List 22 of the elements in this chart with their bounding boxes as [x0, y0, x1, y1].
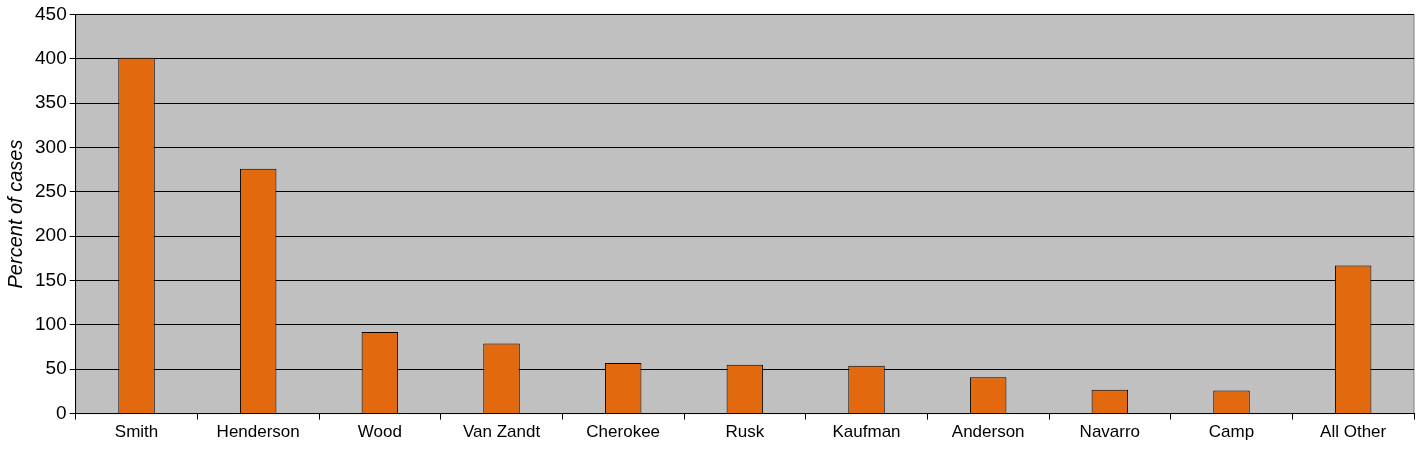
y-tick-label: 250	[35, 180, 67, 202]
y-tick-label: 200	[35, 224, 67, 246]
x-tick-label: Anderson	[951, 422, 1025, 442]
y-tick-label: 300	[35, 135, 67, 157]
x-tick-label: Henderson	[216, 422, 300, 442]
y-axis-title: Percent of cases	[3, 139, 26, 289]
y-tick-label: 350	[35, 91, 67, 113]
x-tick-label: All Other	[1320, 422, 1387, 442]
x-tick-label: Wood	[357, 422, 402, 442]
y-tick-label: 400	[35, 46, 67, 68]
x-tick-label: Kaufman	[832, 422, 901, 442]
y-tick-label: 50	[45, 357, 67, 379]
y-tick-label: 100	[35, 313, 67, 335]
x-tick-label: Cherokee	[586, 422, 661, 442]
y-tick-label: 150	[35, 268, 67, 290]
x-tick-label: Camp	[1208, 422, 1255, 442]
y-tick-label: 0	[56, 401, 67, 423]
x-tick-label: Navarro	[1079, 422, 1141, 442]
x-tick-label: Smith	[114, 422, 159, 442]
x-tick-label: Rusk	[725, 422, 765, 442]
y-tick-label: 450	[35, 2, 67, 24]
x-tick-label: Van Zandt	[462, 422, 541, 442]
